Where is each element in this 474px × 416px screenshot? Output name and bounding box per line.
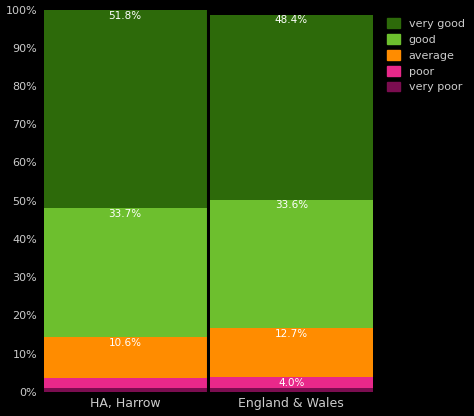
- Text: 33.7%: 33.7%: [109, 209, 142, 219]
- Bar: [44, 208, 207, 337]
- Text: 48.4%: 48.4%: [275, 15, 308, 25]
- Bar: [210, 328, 373, 376]
- Text: 51.8%: 51.8%: [109, 11, 142, 21]
- Bar: [210, 200, 373, 328]
- Legend: very good, good, average, poor, very poor: very good, good, average, poor, very poo…: [383, 15, 468, 96]
- Text: 10.6%: 10.6%: [109, 338, 142, 348]
- Bar: [210, 376, 373, 389]
- Bar: [210, 389, 373, 392]
- Bar: [44, 10, 207, 208]
- Bar: [210, 15, 373, 200]
- Text: 33.6%: 33.6%: [275, 201, 308, 210]
- Bar: [44, 389, 207, 392]
- Bar: [44, 378, 207, 389]
- Bar: [44, 337, 207, 378]
- Text: 4.0%: 4.0%: [278, 378, 304, 388]
- Text: 12.7%: 12.7%: [275, 329, 308, 339]
